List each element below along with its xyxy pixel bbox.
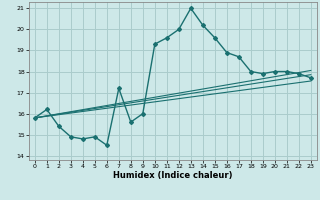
X-axis label: Humidex (Indice chaleur): Humidex (Indice chaleur) (113, 171, 233, 180)
